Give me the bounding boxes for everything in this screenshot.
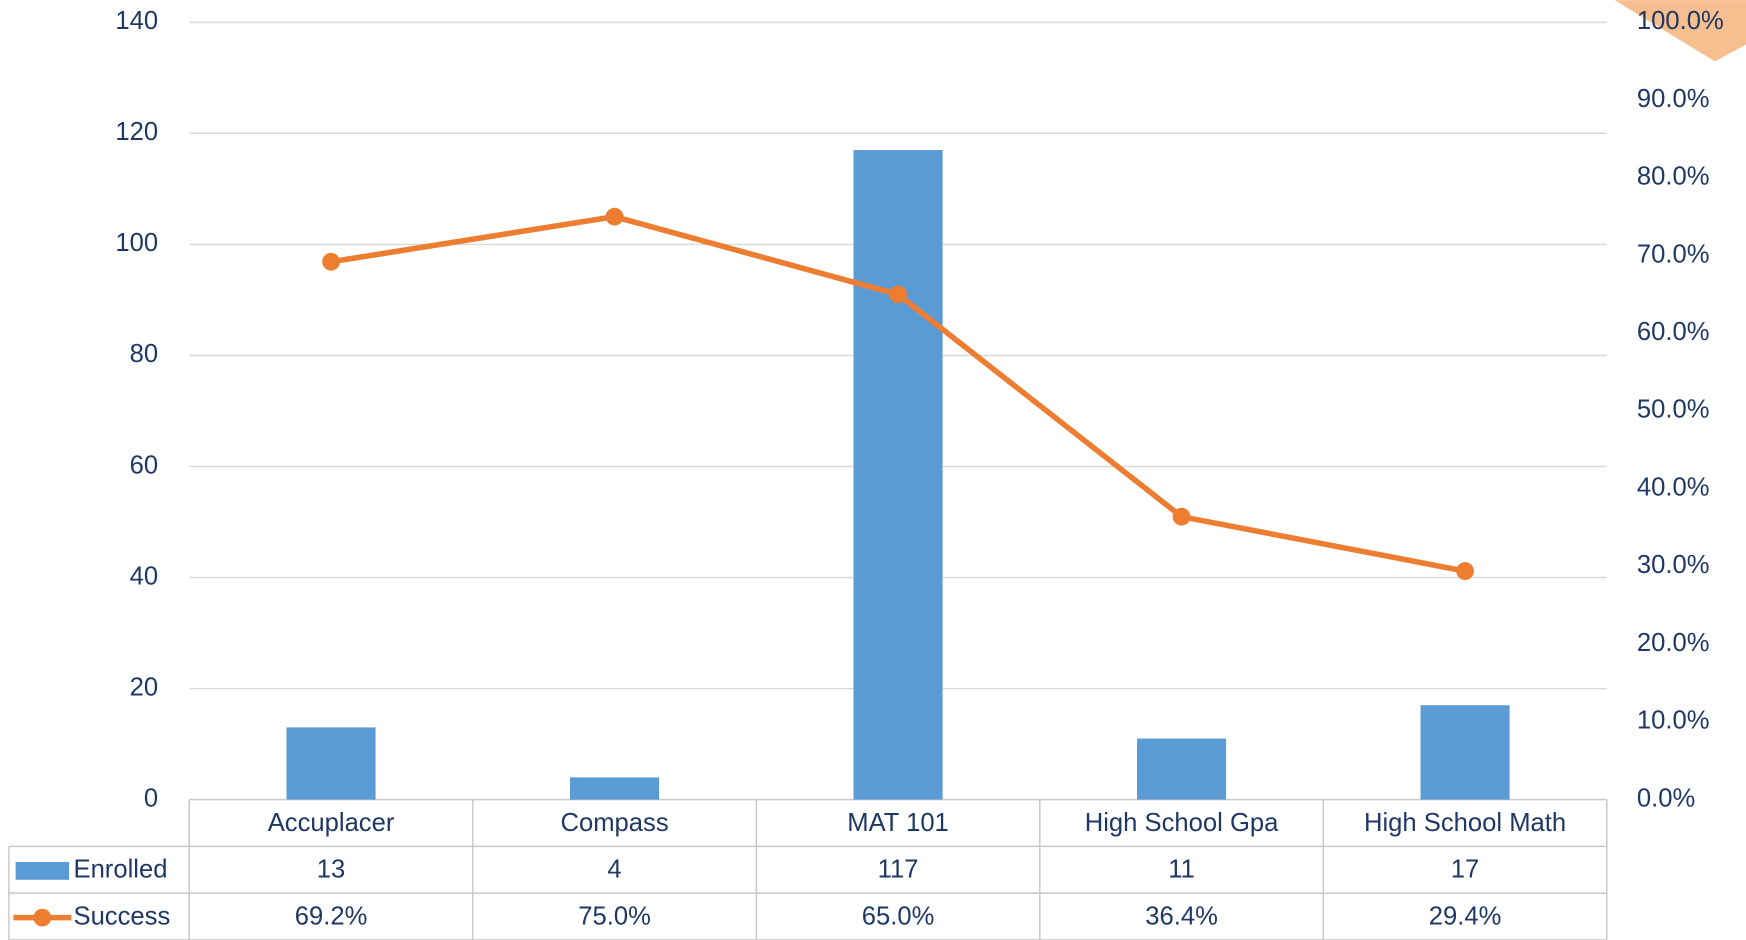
- legend-label: Success: [73, 902, 170, 930]
- x-tick-label: MAT 101: [847, 809, 949, 837]
- y2-tick-label: 20.0%: [1637, 629, 1710, 657]
- y2-tick-label: 40.0%: [1637, 473, 1710, 501]
- table-value: 117: [878, 856, 919, 884]
- y-tick-label: 60: [130, 451, 159, 479]
- y-tick-label: 80: [130, 340, 159, 368]
- bar: [570, 777, 660, 800]
- x-tick-label: Accuplacer: [268, 809, 395, 837]
- bar: [1137, 738, 1227, 800]
- y2-tick-label: 10.0%: [1637, 707, 1710, 735]
- table-value: 29.4%: [1429, 902, 1502, 930]
- y2-tick-label: 30.0%: [1637, 551, 1710, 579]
- y2-tick-label: 90.0%: [1637, 85, 1710, 113]
- x-tick-label: High School Math: [1364, 809, 1566, 837]
- table-value: 75.0%: [578, 902, 651, 930]
- y-tick-label: 100: [115, 229, 158, 257]
- y-tick-label: 40: [130, 562, 159, 590]
- corner-decoration: [1614, 0, 1746, 62]
- line-marker: [1456, 562, 1474, 581]
- y-tick-label: 0: [144, 784, 158, 812]
- bar: [1420, 705, 1510, 800]
- line-marker: [322, 252, 340, 271]
- y2-tick-label: 0.0%: [1637, 784, 1695, 812]
- line-marker: [889, 285, 907, 304]
- legend-label: Enrolled: [73, 856, 167, 884]
- x-tick-label: High School Gpa: [1085, 809, 1279, 837]
- y-tick-label: 20: [130, 673, 159, 701]
- line-marker: [605, 207, 624, 226]
- y-tick-label: 120: [115, 118, 158, 146]
- table-value: 4: [607, 856, 621, 884]
- y2-tick-label: 60.0%: [1637, 318, 1710, 346]
- bar: [286, 727, 376, 800]
- y2-tick-label: 80.0%: [1637, 163, 1710, 191]
- table-value: 11: [1168, 856, 1195, 884]
- bar: [853, 150, 943, 800]
- legend-swatch: [15, 861, 70, 880]
- x-tick-label: Compass: [560, 809, 668, 837]
- table-value: 36.4%: [1145, 902, 1218, 930]
- y-tick-label: 140: [115, 7, 158, 35]
- y2-tick-label: 50.0%: [1637, 396, 1710, 424]
- y2-tick-label: 70.0%: [1637, 240, 1710, 268]
- table-value: 65.0%: [862, 902, 935, 930]
- legend-swatch: [33, 908, 52, 927]
- table-value: 69.2%: [295, 902, 368, 930]
- y2-tick-label: 100.0%: [1637, 7, 1724, 35]
- line-marker: [1172, 507, 1191, 526]
- table-value: 13: [317, 856, 346, 884]
- table-value: 17: [1451, 856, 1480, 884]
